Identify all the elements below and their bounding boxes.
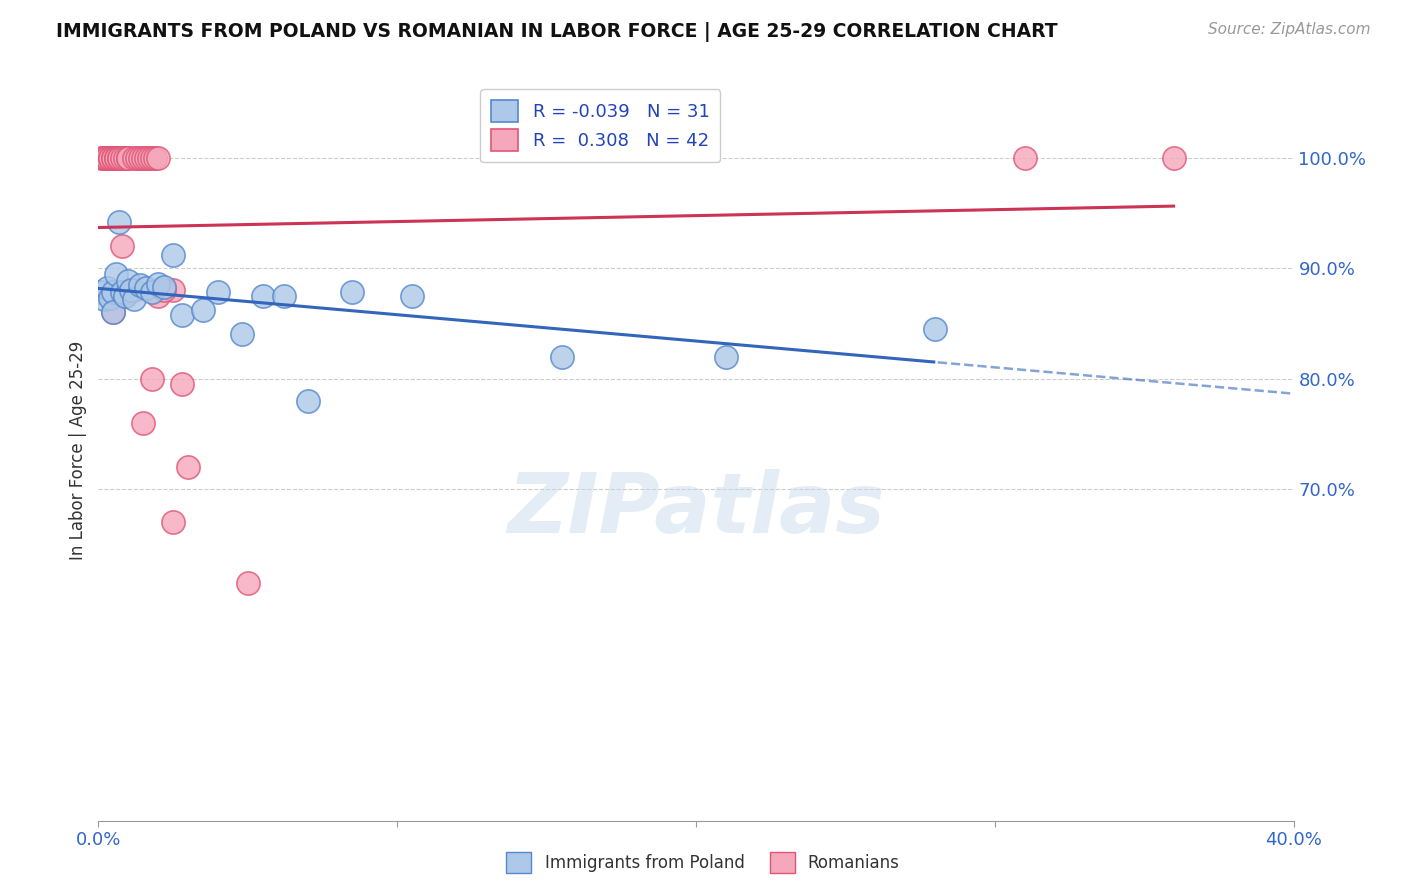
Point — [207, 285, 229, 300]
Point — [117, 151, 139, 165]
Point — [153, 283, 176, 297]
Point — [103, 305, 125, 319]
Point — [103, 305, 125, 319]
Point — [90, 151, 112, 165]
Point — [105, 151, 128, 165]
Point — [401, 289, 423, 303]
Point — [105, 151, 128, 165]
Point — [90, 285, 112, 300]
Point — [93, 292, 115, 306]
Point — [191, 303, 214, 318]
Point — [141, 285, 163, 300]
Point — [103, 285, 125, 300]
Point — [111, 239, 134, 253]
Point — [124, 151, 146, 165]
Point — [132, 151, 155, 165]
Point — [148, 151, 170, 165]
Point — [120, 283, 142, 297]
Point — [162, 516, 184, 530]
Legend: R = -0.039   N = 31, R =  0.308   N = 42: R = -0.039 N = 31, R = 0.308 N = 42 — [481, 89, 720, 162]
Point — [231, 327, 253, 342]
Point — [143, 151, 166, 165]
Point — [714, 350, 737, 364]
Point — [96, 151, 118, 165]
Point — [177, 460, 200, 475]
Point — [117, 151, 139, 165]
Point — [141, 371, 163, 385]
Point — [114, 151, 136, 165]
Point — [135, 151, 157, 165]
Point — [135, 281, 157, 295]
Point — [108, 215, 131, 229]
Point — [550, 350, 572, 364]
Point — [105, 267, 128, 281]
Legend: Immigrants from Poland, Romanians: Immigrants from Poland, Romanians — [499, 846, 907, 880]
Point — [132, 416, 155, 430]
Point — [111, 151, 134, 165]
Point — [129, 277, 152, 292]
Point — [98, 291, 122, 305]
Point — [108, 151, 131, 165]
Point — [117, 285, 139, 300]
Y-axis label: In Labor Force | Age 25-29: In Labor Force | Age 25-29 — [69, 341, 87, 560]
Point — [342, 285, 364, 300]
Point — [172, 308, 194, 322]
Point — [93, 151, 115, 165]
Point — [141, 151, 163, 165]
Point — [236, 576, 259, 591]
Point — [1163, 151, 1185, 165]
Point — [108, 151, 131, 165]
Point — [924, 322, 946, 336]
Point — [273, 289, 295, 303]
Point — [162, 283, 184, 297]
Point — [98, 151, 122, 165]
Point — [114, 289, 136, 303]
Point — [103, 151, 125, 165]
Point — [297, 393, 319, 408]
Text: IMMIGRANTS FROM POLAND VS ROMANIAN IN LABOR FORCE | AGE 25-29 CORRELATION CHART: IMMIGRANTS FROM POLAND VS ROMANIAN IN LA… — [56, 22, 1057, 42]
Point — [124, 292, 146, 306]
Point — [124, 283, 146, 297]
Point — [148, 277, 170, 291]
Point — [111, 285, 134, 300]
Point — [127, 151, 149, 165]
Point — [103, 151, 125, 165]
Point — [93, 151, 115, 165]
Point — [153, 280, 176, 294]
Point — [172, 377, 194, 392]
Point — [96, 281, 118, 295]
Point — [252, 289, 274, 303]
Point — [148, 289, 170, 303]
Text: Source: ZipAtlas.com: Source: ZipAtlas.com — [1208, 22, 1371, 37]
Point — [138, 151, 160, 165]
Text: ZIPatlas: ZIPatlas — [508, 469, 884, 550]
Point — [129, 151, 152, 165]
Point — [1014, 151, 1036, 165]
Point — [162, 248, 184, 262]
Point — [96, 151, 118, 165]
Point — [114, 289, 136, 303]
Point — [98, 151, 122, 165]
Point — [117, 274, 139, 288]
